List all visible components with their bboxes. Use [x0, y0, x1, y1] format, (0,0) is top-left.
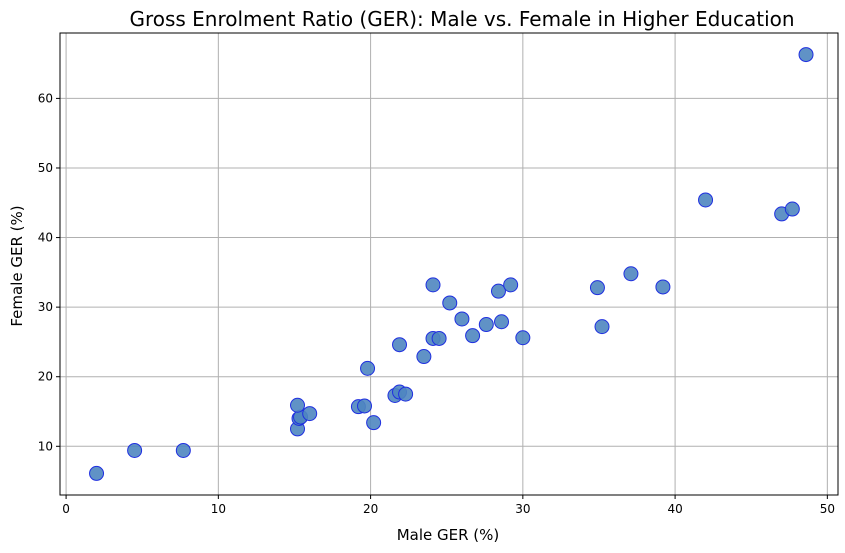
plot-frame: [59, 32, 839, 496]
data-point: [490, 283, 506, 299]
data-points: [89, 47, 814, 481]
data-point: [594, 319, 610, 335]
data-point: [290, 397, 306, 413]
data-point: [302, 406, 318, 422]
y-tick-label: 50: [38, 161, 53, 175]
data-point: [431, 330, 447, 346]
data-point: [416, 349, 432, 365]
data-point: [398, 386, 414, 402]
data-point: [494, 314, 510, 330]
y-axis-ticks: 10 20 30 40 50 60: [38, 91, 60, 453]
x-axis-ticks: 0 10 20 30 40 50: [62, 495, 835, 516]
data-point: [360, 360, 376, 376]
data-point: [442, 295, 458, 311]
x-tick-label: 20: [363, 502, 378, 516]
y-tick-label: 10: [38, 439, 53, 453]
x-tick-label: 10: [211, 502, 226, 516]
y-tick-label: 30: [38, 300, 53, 314]
data-point: [175, 442, 191, 458]
data-point: [127, 442, 143, 458]
x-tick-label: 40: [667, 502, 682, 516]
x-tick-label: 0: [62, 502, 70, 516]
data-point: [515, 330, 531, 346]
chart-title: Gross Enrolment Ratio (GER): Male vs. Fe…: [129, 7, 794, 31]
data-point: [655, 279, 671, 295]
data-point: [623, 266, 639, 282]
data-point: [425, 277, 441, 293]
x-tick-label: 30: [515, 502, 530, 516]
y-tick-label: 20: [38, 370, 53, 384]
y-axis-label: Female GER (%): [8, 205, 26, 326]
data-point: [798, 47, 814, 63]
data-point: [454, 311, 470, 327]
y-tick-label: 40: [38, 231, 53, 245]
gridlines: [60, 33, 838, 495]
data-point: [478, 317, 494, 333]
data-point: [392, 337, 408, 353]
data-point: [503, 277, 519, 293]
data-point: [589, 280, 605, 296]
data-point: [465, 328, 481, 344]
y-tick-label: 60: [38, 91, 53, 105]
x-axis-label: Male GER (%): [397, 526, 500, 544]
data-point: [366, 415, 382, 431]
data-point: [89, 465, 105, 481]
data-point: [698, 192, 714, 208]
data-point: [784, 201, 800, 217]
x-tick-label: 50: [820, 502, 835, 516]
data-point: [357, 398, 373, 414]
